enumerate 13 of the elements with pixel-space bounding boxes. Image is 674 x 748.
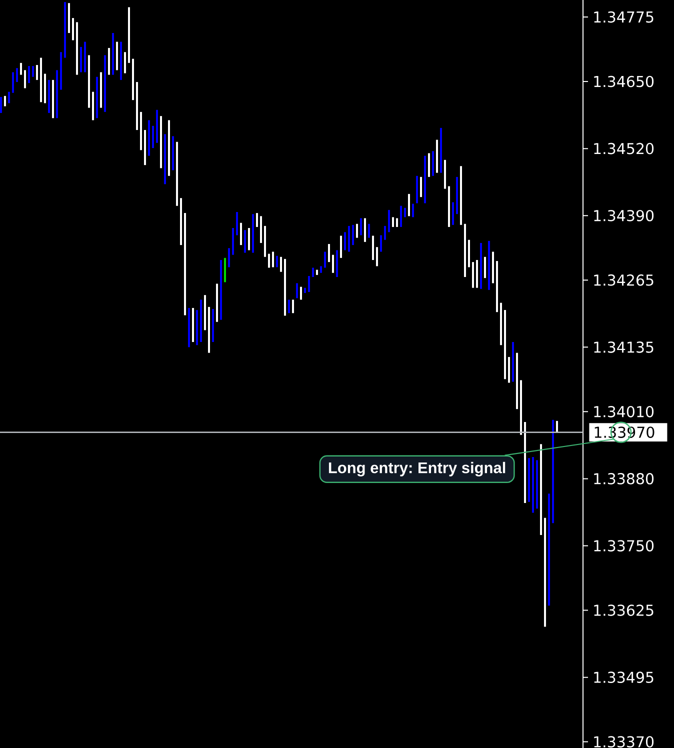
y-tick-label: 1.34775 xyxy=(594,11,654,23)
y-tick-label: 1.34010 xyxy=(594,406,654,418)
y-tick-label: 1.34650 xyxy=(594,76,654,88)
y-tick-label: 1.34390 xyxy=(594,210,654,222)
y-tick-label: 1.34265 xyxy=(594,274,654,286)
y-tick-label: 1.34135 xyxy=(594,341,654,353)
y-tick-label: 1.33750 xyxy=(594,540,654,552)
y-tick-label: 1.33495 xyxy=(594,672,654,684)
y-tick-label: 1.33370 xyxy=(594,736,654,748)
y-tick-label: 1.34520 xyxy=(594,142,654,154)
y-tick-label: 1.33625 xyxy=(594,604,654,616)
y-tick-label: 1.33880 xyxy=(594,473,654,484)
annotation: Long entry: Entry signal xyxy=(328,462,506,476)
